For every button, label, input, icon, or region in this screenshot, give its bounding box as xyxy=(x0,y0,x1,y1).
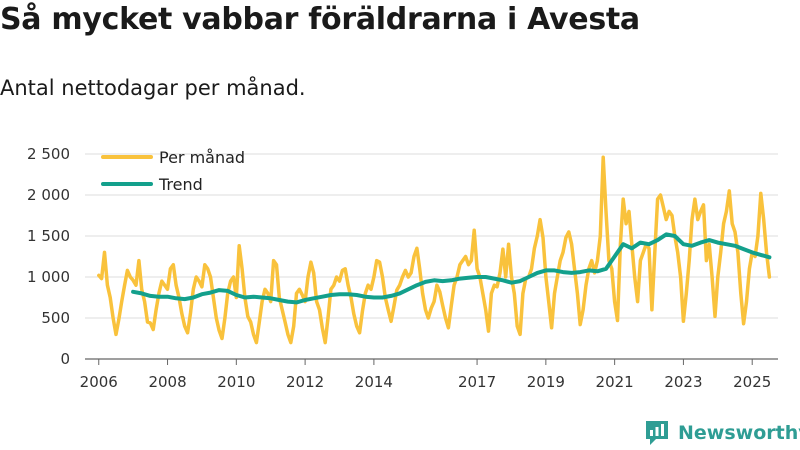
brand-name: Newsworthy xyxy=(678,422,800,444)
chart-subtitle: Antal nettodagar per månad. xyxy=(0,76,306,100)
bar-chart-icon xyxy=(646,421,668,445)
x-tick-label: 2017 xyxy=(458,373,496,391)
x-tick-label: 2025 xyxy=(733,373,771,391)
series-layer xyxy=(97,155,772,345)
legend-label-per-month: Per månad xyxy=(159,148,245,167)
series-line-trend xyxy=(131,232,772,305)
y-tick-label: 2 000 xyxy=(27,186,70,204)
newsworthy-logo: Newsworthy xyxy=(644,419,800,447)
chart-title: Så mycket vabbar föräldrarna i Avesta xyxy=(0,2,640,37)
y-tick-label: 1 000 xyxy=(27,268,70,286)
x-tick-label: 2008 xyxy=(148,373,186,391)
x-tick-label: 2012 xyxy=(286,373,324,391)
legend-label-trend: Trend xyxy=(158,175,203,194)
x-tick-label: 2010 xyxy=(217,373,255,391)
series-line-per-month xyxy=(97,155,772,345)
x-tick-label: 2019 xyxy=(527,373,565,391)
legend: Per månad Trend xyxy=(101,148,245,194)
axis-layer: 0 500 1 000 1 500 2 000 2 500 2006 2008 2010 2012… xyxy=(27,145,771,391)
x-tick-label: 2014 xyxy=(355,373,393,391)
x-tick-label: 2006 xyxy=(80,373,118,391)
y-tick-label: 500 xyxy=(41,309,70,327)
y-tick-label: 2 500 xyxy=(27,145,70,163)
y-tick-label: 0 xyxy=(60,350,70,368)
x-tick-label: 2023 xyxy=(664,373,702,391)
y-tick-label: 1 500 xyxy=(27,227,70,245)
x-tick-label: 2021 xyxy=(596,373,634,391)
